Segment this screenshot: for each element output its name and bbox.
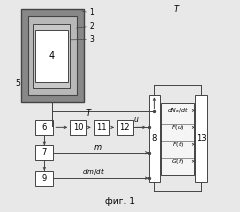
Text: $T$: $T$	[85, 107, 93, 118]
Text: 7: 7	[42, 148, 47, 157]
Text: 5: 5	[15, 80, 20, 88]
Bar	[35, 171, 53, 186]
Text: $dm/dt$: $dm/dt$	[82, 166, 105, 177]
Text: 11: 11	[96, 123, 107, 132]
Text: 12: 12	[120, 123, 130, 132]
Text: $T$: $T$	[173, 3, 181, 14]
Text: $u$: $u$	[133, 115, 139, 124]
Bar	[149, 95, 160, 182]
Text: 2: 2	[89, 22, 94, 31]
Text: 10: 10	[73, 123, 84, 132]
Bar	[21, 9, 84, 102]
Text: $G(f)$: $G(f)$	[171, 157, 184, 166]
Text: 4: 4	[49, 51, 55, 61]
Text: 9: 9	[42, 174, 47, 183]
Bar	[35, 120, 53, 135]
Text: $F(u)$: $F(u)$	[171, 123, 185, 132]
Bar	[35, 30, 68, 82]
Bar	[33, 24, 70, 88]
Bar	[94, 120, 109, 135]
Text: $dN_a/dt$: $dN_a/dt$	[167, 106, 189, 115]
Text: фиг. 1: фиг. 1	[105, 197, 135, 206]
Bar	[117, 120, 133, 135]
Text: 6: 6	[42, 123, 47, 132]
Bar	[195, 95, 207, 182]
Text: 8: 8	[152, 134, 157, 143]
Text: 3: 3	[89, 35, 94, 44]
Bar	[35, 145, 53, 160]
Text: 13: 13	[196, 134, 206, 143]
Text: $F(t)$: $F(t)$	[172, 140, 184, 149]
Bar	[70, 120, 86, 135]
Text: $m$: $m$	[93, 143, 102, 152]
Text: 1: 1	[89, 8, 94, 17]
Bar	[28, 16, 77, 95]
Bar	[161, 103, 194, 175]
